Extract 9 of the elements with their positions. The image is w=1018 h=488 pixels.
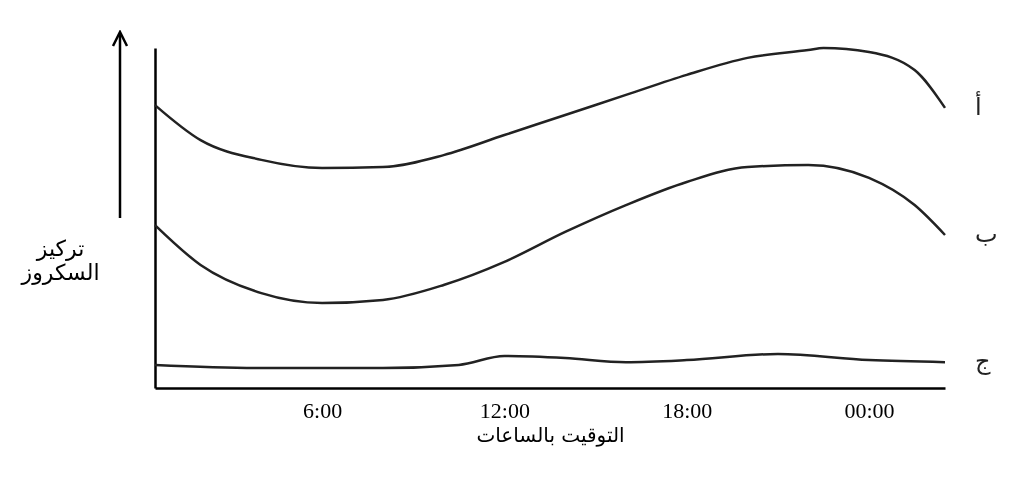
x-tick-label: 18:00: [662, 397, 713, 423]
series-label: أ: [975, 90, 982, 121]
x-axis-title: التوقيت بالساعات: [476, 422, 625, 447]
y-axis-title: تركيز السكروز: [20, 235, 100, 285]
x-tick-label: 00:00: [844, 397, 895, 423]
x-tick-label: 12:00: [479, 397, 530, 423]
x-tick-label: 6:00: [303, 397, 343, 423]
series-label: ج: [975, 347, 991, 376]
series-label: ب: [975, 220, 998, 248]
